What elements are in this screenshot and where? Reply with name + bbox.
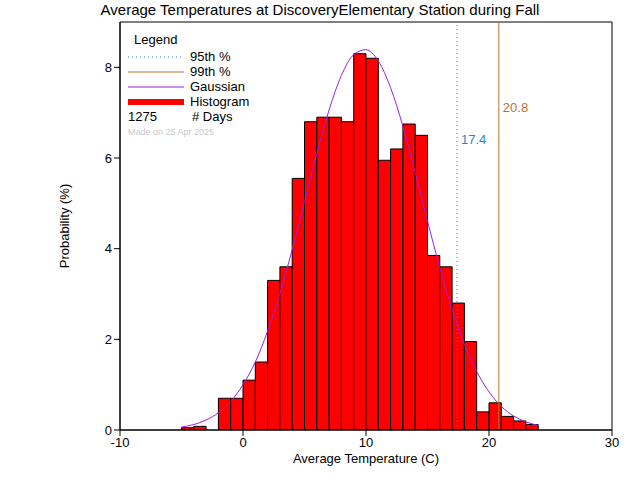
- svg-text:20.8: 20.8: [503, 100, 528, 115]
- svg-text:2: 2: [105, 332, 112, 347]
- html-text:Legend: Legend: [134, 32, 178, 47]
- html-text:# Days: # Days: [192, 109, 233, 124]
- svg-text:6: 6: [105, 151, 112, 166]
- svg-text:17.4: 17.4: [461, 132, 486, 147]
- svg-text:30: 30: [605, 435, 619, 450]
- html-text:Made on 25 Apr 2025: Made on 25 Apr 2025: [128, 127, 215, 137]
- svg-text:10: 10: [359, 435, 373, 450]
- html-text:Histogram: Histogram: [190, 94, 250, 109]
- html-text:Average Temperatures at Discov: Average Temperatures at DiscoveryElement…: [100, 1, 540, 18]
- svg-text:Probability (%): Probability (%): [57, 184, 72, 269]
- svg-text:-10: -10: [111, 435, 130, 450]
- html-text:1275: 1275: [128, 109, 157, 124]
- html-text:99th %: 99th %: [190, 64, 231, 79]
- svg-text:20: 20: [482, 435, 496, 450]
- html-text:Gaussian: Gaussian: [190, 79, 245, 94]
- svg-text:8: 8: [105, 60, 112, 75]
- svg-text:4: 4: [105, 241, 112, 256]
- html-text:95th %: 95th %: [190, 49, 231, 64]
- svg-text:0: 0: [239, 435, 246, 450]
- svg-text:Average Temperature (C): Average Temperature (C): [293, 451, 439, 466]
- svg-text:0: 0: [105, 423, 112, 438]
